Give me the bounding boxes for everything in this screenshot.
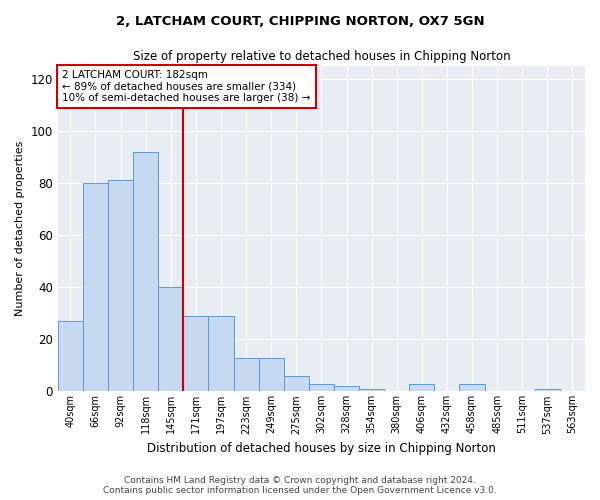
Bar — [184, 316, 208, 392]
Bar — [460, 384, 485, 392]
Bar — [409, 384, 434, 392]
Bar — [535, 389, 560, 392]
Bar — [359, 389, 384, 392]
Y-axis label: Number of detached properties: Number of detached properties — [15, 141, 25, 316]
X-axis label: Distribution of detached houses by size in Chipping Norton: Distribution of detached houses by size … — [147, 442, 496, 455]
Bar — [233, 358, 259, 392]
Bar — [158, 287, 184, 392]
Text: Contains HM Land Registry data © Crown copyright and database right 2024.
Contai: Contains HM Land Registry data © Crown c… — [103, 476, 497, 495]
Bar — [309, 384, 334, 392]
Bar — [133, 152, 158, 392]
Bar — [284, 376, 309, 392]
Bar — [334, 386, 359, 392]
Bar — [58, 321, 83, 392]
Text: 2, LATCHAM COURT, CHIPPING NORTON, OX7 5GN: 2, LATCHAM COURT, CHIPPING NORTON, OX7 5… — [116, 15, 484, 28]
Text: 2 LATCHAM COURT: 182sqm
← 89% of detached houses are smaller (334)
10% of semi-d: 2 LATCHAM COURT: 182sqm ← 89% of detache… — [62, 70, 310, 103]
Bar — [108, 180, 133, 392]
Bar — [208, 316, 233, 392]
Title: Size of property relative to detached houses in Chipping Norton: Size of property relative to detached ho… — [133, 50, 510, 63]
Bar — [259, 358, 284, 392]
Bar — [83, 183, 108, 392]
